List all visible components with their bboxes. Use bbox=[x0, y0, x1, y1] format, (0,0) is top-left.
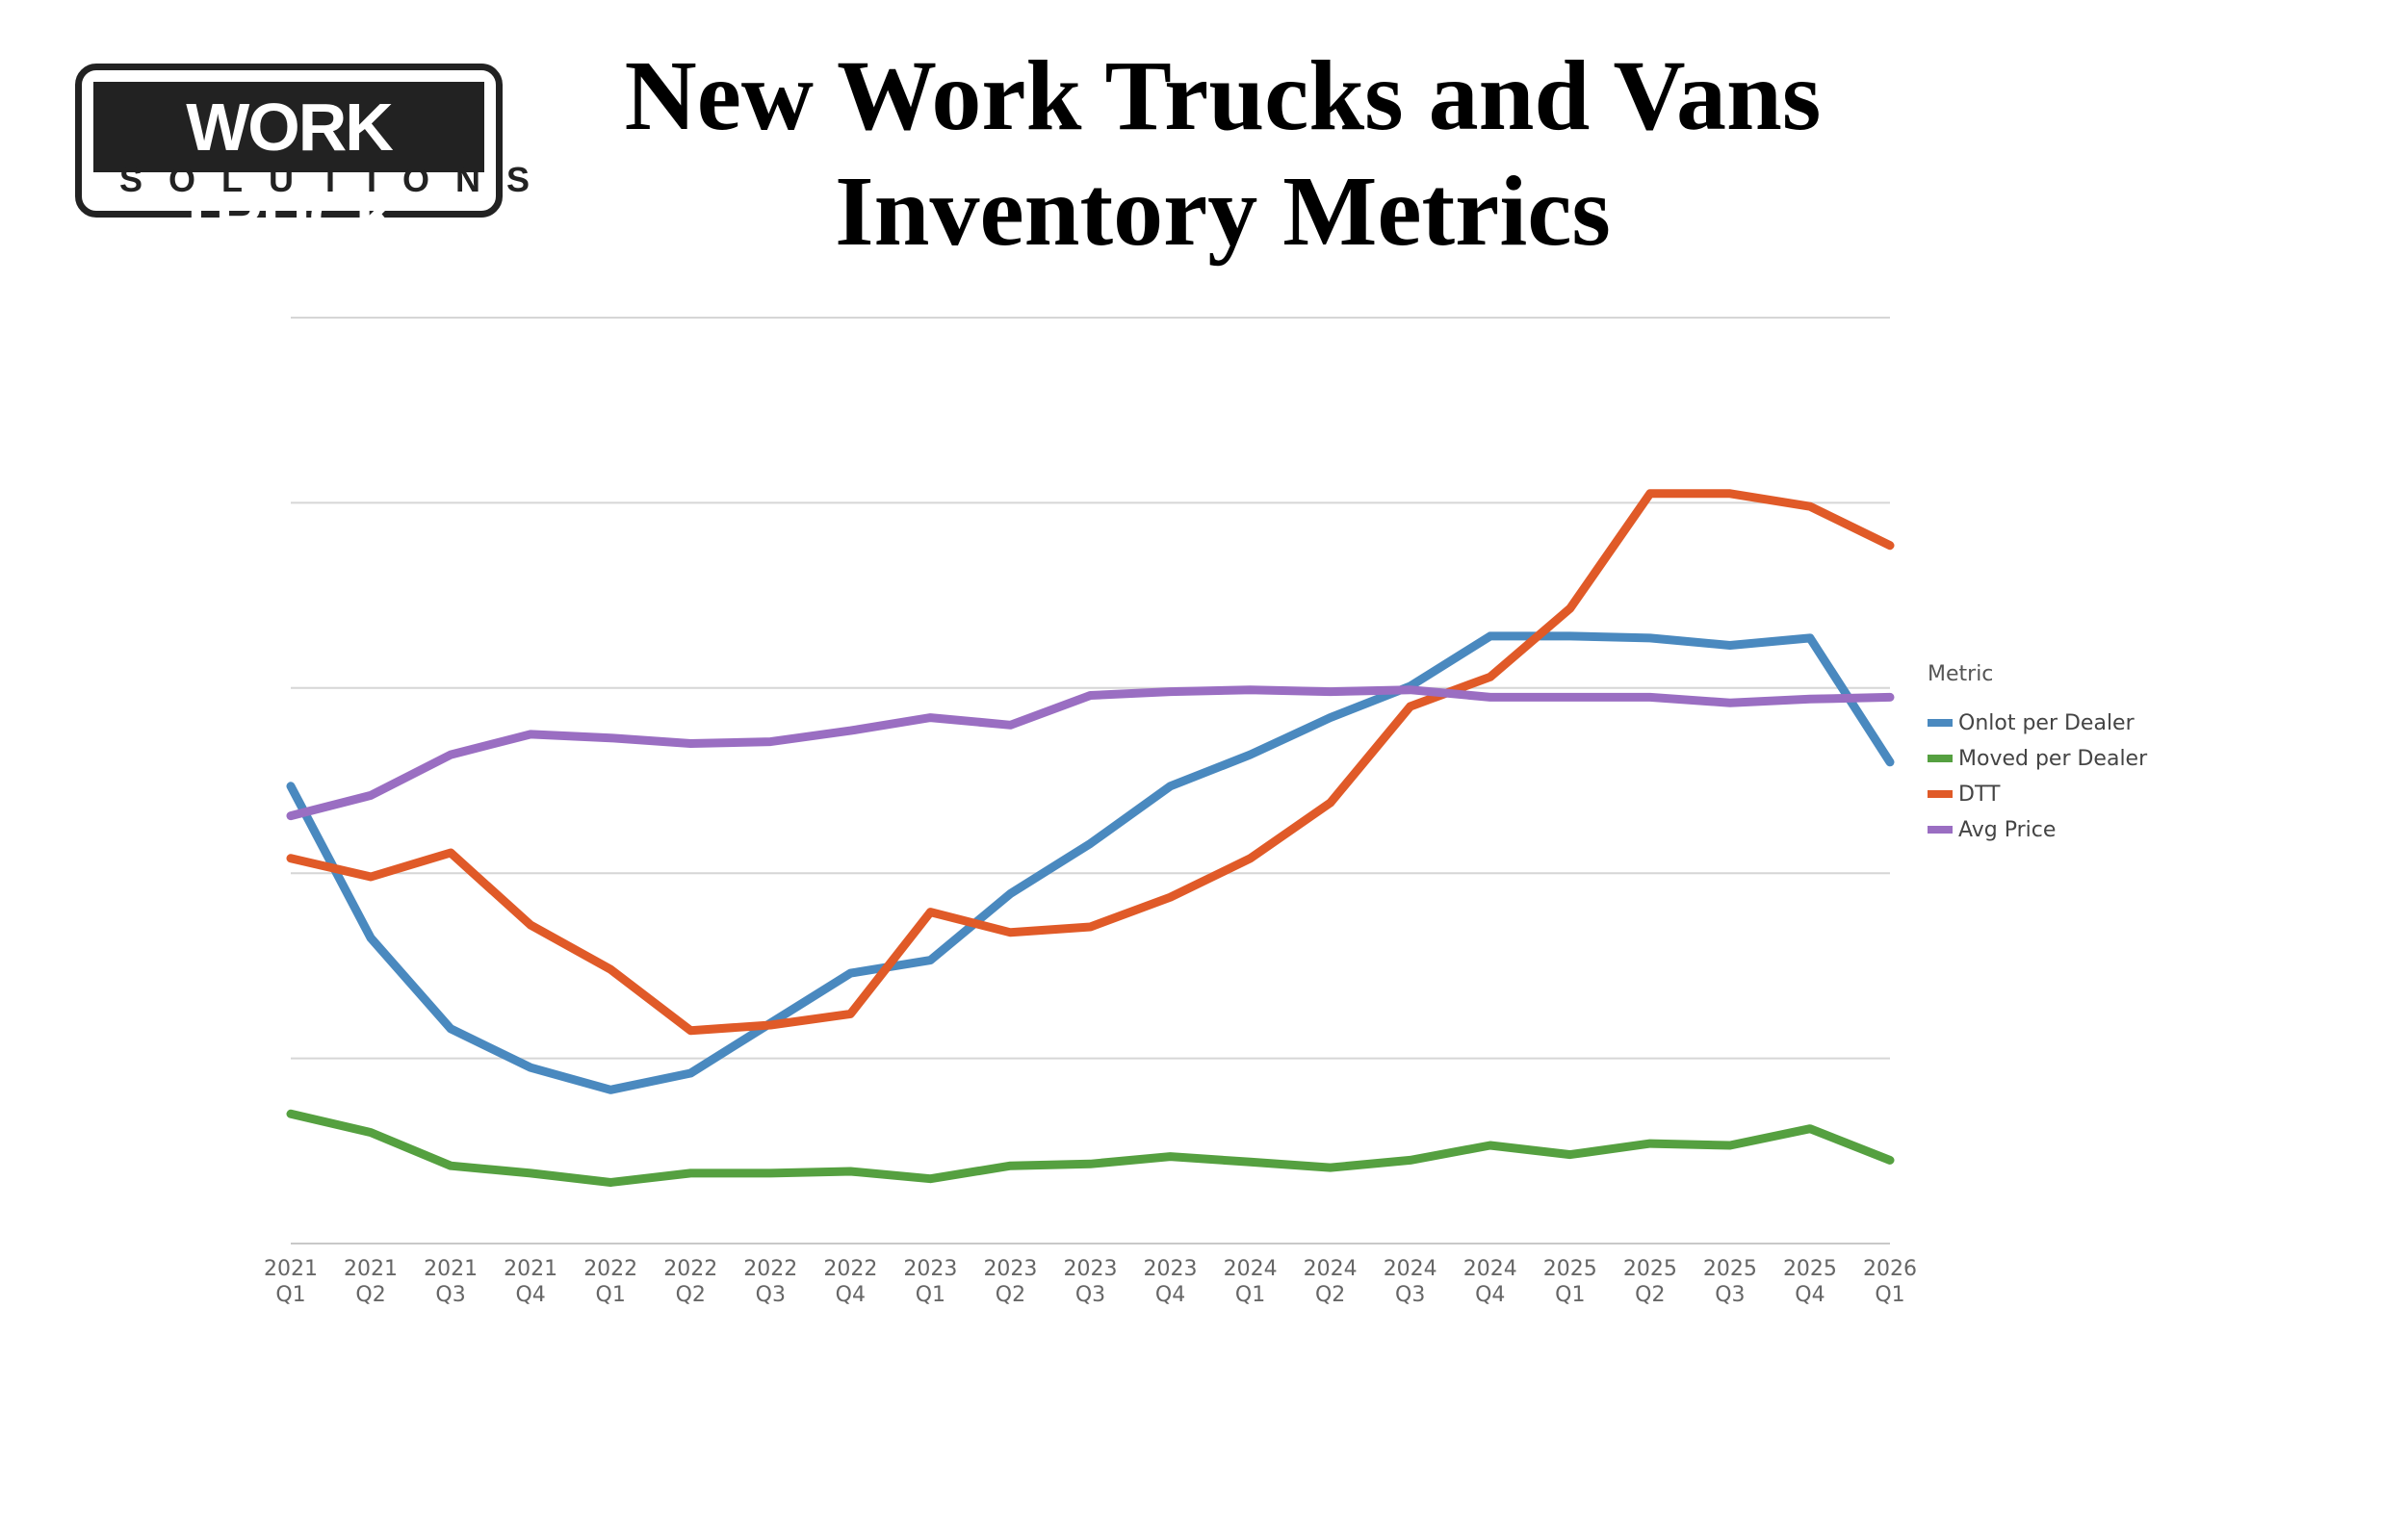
x-tick-label: 2021 Q1 bbox=[264, 1257, 318, 1307]
legend-label: DTT bbox=[1958, 783, 2001, 807]
legend-title: Metric bbox=[1928, 662, 1993, 686]
logo-wordmark-top: WORK TRUCK bbox=[93, 82, 484, 255]
x-tick-label: 2023 Q1 bbox=[903, 1257, 957, 1307]
x-tick-label: 2024 Q1 bbox=[1224, 1257, 1278, 1307]
series-line-dtt bbox=[286, 489, 1895, 1036]
legend-label: Avg Price bbox=[1958, 818, 2056, 842]
series-line-onlot-per-dealer bbox=[286, 631, 1895, 1094]
logo-wordmark-bottom: SOLUTIONS bbox=[119, 160, 556, 199]
x-tick-label: 2022 Q1 bbox=[583, 1257, 637, 1307]
chart-title-line-2: Inventory Metrics bbox=[835, 156, 1611, 267]
x-tick-label: 2024 Q2 bbox=[1304, 1257, 1358, 1307]
x-tick-label: 2025 Q1 bbox=[1543, 1257, 1597, 1307]
x-tick-label: 2025 Q4 bbox=[1783, 1257, 1837, 1307]
x-tick-label: 2024 Q3 bbox=[1384, 1257, 1437, 1307]
x-tick-label: 2025 Q3 bbox=[1703, 1257, 1757, 1307]
x-tick-label: 2024 Q4 bbox=[1463, 1257, 1517, 1307]
x-tick-label: 2023 Q4 bbox=[1144, 1257, 1198, 1307]
x-tick-label: 2022 Q2 bbox=[663, 1257, 717, 1307]
x-tick-label: 2026 Q1 bbox=[1863, 1257, 1917, 1307]
x-tick-label: 2023 Q3 bbox=[1064, 1257, 1118, 1307]
x-tick-label: 2022 Q3 bbox=[743, 1257, 797, 1307]
gridlines bbox=[291, 317, 1890, 1245]
series-line-moved-per-dealer bbox=[286, 1109, 1895, 1187]
legend-label: Moved per Dealer bbox=[1958, 747, 2148, 771]
series-lines bbox=[286, 489, 1895, 1187]
x-tick-label: 2021 Q2 bbox=[344, 1257, 398, 1307]
x-axis-ticks: 2021 Q1 2021 Q2 2021 Q3 2021 Q4 2022 Q1 2022 Q2 2022… bbox=[264, 1257, 1917, 1307]
x-tick-label: 2025 Q2 bbox=[1623, 1257, 1677, 1307]
work-truck-solutions-logo: WORK TRUCK SOLUTIONS bbox=[75, 64, 556, 255]
series-line-avg-price bbox=[286, 685, 1895, 821]
x-tick-label: 2022 Q4 bbox=[823, 1257, 877, 1307]
x-tick-label: 2023 Q2 bbox=[983, 1257, 1037, 1307]
legend: Metric Onlot per Dealer Moved per Dealer DT… bbox=[1928, 662, 2148, 842]
legend-label: Onlot per Dealer bbox=[1958, 711, 2135, 735]
x-tick-label: 2021 Q4 bbox=[504, 1257, 557, 1307]
x-tick-label: 2021 Q3 bbox=[424, 1257, 478, 1307]
chart-title-line-1: New Work Trucks and Vans bbox=[624, 40, 1822, 151]
